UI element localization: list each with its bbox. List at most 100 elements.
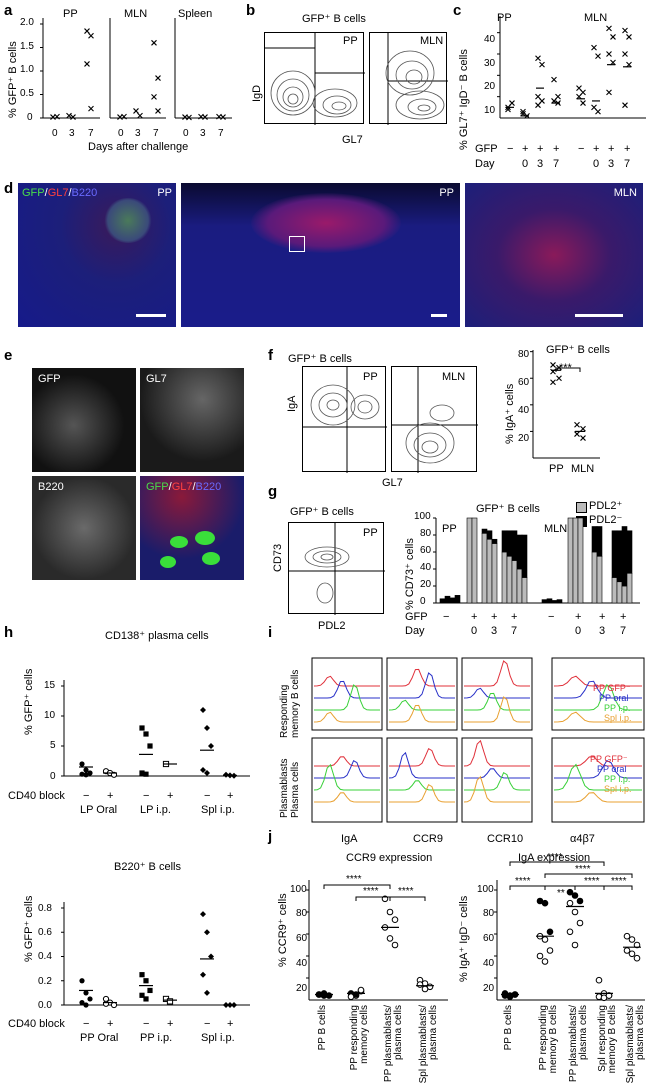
a-xtick: 3 (135, 128, 141, 139)
panel-label-g: g (268, 483, 278, 500)
c-point (622, 102, 628, 109)
i-legend: PP GFP⁻ (593, 683, 631, 693)
a-xtick: 0 (183, 128, 189, 139)
f-point (556, 364, 562, 371)
f-ytick: 20 (518, 433, 530, 444)
h-top-point (79, 761, 85, 767)
c-gfp-sign: + (593, 143, 600, 155)
h-top-group: LP i.p. (140, 804, 171, 816)
h-top-point (87, 770, 93, 776)
panel-label-h: h (4, 624, 14, 641)
j-left-title: CCR9 expression (346, 852, 433, 864)
j-left-ytick: 100 (290, 884, 307, 895)
h-top-ytick: 15 (44, 680, 56, 691)
g-bar-pdl2-neg (486, 530, 493, 540)
h-top-cd40: CD40 block (8, 790, 65, 802)
i-col-a4b7: α4β7 (570, 833, 595, 845)
j-right-bracket (544, 873, 633, 878)
j-sig-label: **** (515, 876, 531, 887)
f-flow-pp: PP (302, 366, 387, 473)
h-bot-group: PP Oral (80, 1032, 119, 1044)
b-flow-pp: PP (264, 32, 365, 125)
h-bot-point (204, 929, 210, 936)
f-point (580, 425, 586, 432)
h-top-ytick: 5 (50, 740, 56, 751)
j-right-point (605, 992, 613, 999)
j-right-point (571, 892, 579, 899)
d-legend-slash: / (44, 187, 48, 199)
e-merge-slash: / (192, 481, 196, 493)
scale-bar (136, 314, 166, 317)
j-left-ytick: 60 (296, 933, 308, 944)
i-histogram-curve (464, 696, 530, 723)
h-top-point (83, 767, 89, 773)
c-gfp-sign: + (522, 143, 529, 155)
f-scatter-title: GFP⁺ B cells (546, 344, 610, 356)
f-ytick: 80 (518, 349, 530, 360)
c-sub-mln: MLN (584, 12, 608, 24)
g-xlabel: PDL2 (318, 620, 346, 632)
j-right-ytick: 80 (483, 908, 495, 919)
g-gfp-sign: − (443, 611, 450, 623)
i-histogram-curve (314, 792, 380, 803)
j-left-bracket (389, 896, 426, 901)
g-bar-pdl2-neg (521, 534, 528, 578)
i-legend: Spl i.p. (604, 713, 632, 723)
a-point (151, 93, 157, 100)
h-top-cd40-sign: + (107, 790, 114, 802)
h-bot-point (83, 1002, 89, 1008)
j-right-ytick: 100 (477, 884, 494, 895)
a-ytick: 0 (27, 112, 33, 123)
a-point (220, 114, 226, 120)
c-point (626, 34, 632, 40)
h-top-point (139, 725, 145, 731)
d-legend-b220: B220 (71, 187, 98, 199)
c-gfp-sign: + (624, 143, 631, 155)
panel-label-j: j (268, 828, 273, 845)
i-histogram-curve (388, 751, 455, 779)
c-point (595, 53, 601, 60)
j-left-point (391, 916, 399, 924)
i-histogram-curve (313, 711, 380, 723)
c-day-label: Day (475, 158, 495, 170)
c-chart (497, 16, 646, 119)
d-label-pp2: PP (439, 187, 454, 199)
d-label-mln: MLN (613, 187, 637, 199)
h-bot-point (147, 987, 153, 994)
a-point (137, 112, 143, 119)
j-left-point (386, 908, 394, 916)
j-right-point (571, 908, 579, 916)
a-ytick: 1.5 (20, 41, 34, 52)
j-right-point (566, 928, 574, 936)
c-ytick: 20 (484, 81, 496, 92)
a-xtick: 7 (153, 128, 159, 139)
j-left-category: PP B cells (317, 1005, 328, 1051)
g-bar-title: GFP⁺ B cells (476, 503, 540, 515)
j-left-point (357, 986, 365, 994)
c-ytick: 10 (484, 105, 496, 116)
i-histogram-curve (554, 792, 642, 803)
h-top-point (200, 707, 206, 713)
h-bottom-title: B220⁺ B cells (114, 861, 181, 873)
j-sig-label: **** (575, 864, 591, 875)
a-point (133, 108, 139, 114)
j-left-point (386, 935, 394, 942)
g-bar-chart (433, 517, 640, 604)
c-point (539, 61, 545, 68)
j-sig-label: **** (363, 886, 379, 897)
g-flow-pp: PP (288, 522, 385, 615)
scale-bar (575, 314, 623, 317)
g-ytick: 80 (420, 528, 432, 539)
h-bot-point (143, 996, 149, 1002)
h-top-point (143, 731, 149, 737)
h-top-cd40-sign: + (227, 790, 234, 802)
h-bot-cd40-sign: − (143, 1018, 150, 1030)
f-point (574, 421, 580, 428)
j-sig-label: ** (557, 888, 565, 899)
c-point (610, 34, 616, 40)
i-histogram-frame (461, 737, 533, 823)
e-merge-b220: B220 (195, 481, 222, 493)
a-point (54, 113, 60, 120)
g-bar-pdl2-neg (626, 530, 633, 574)
h-bot-point (204, 989, 210, 996)
